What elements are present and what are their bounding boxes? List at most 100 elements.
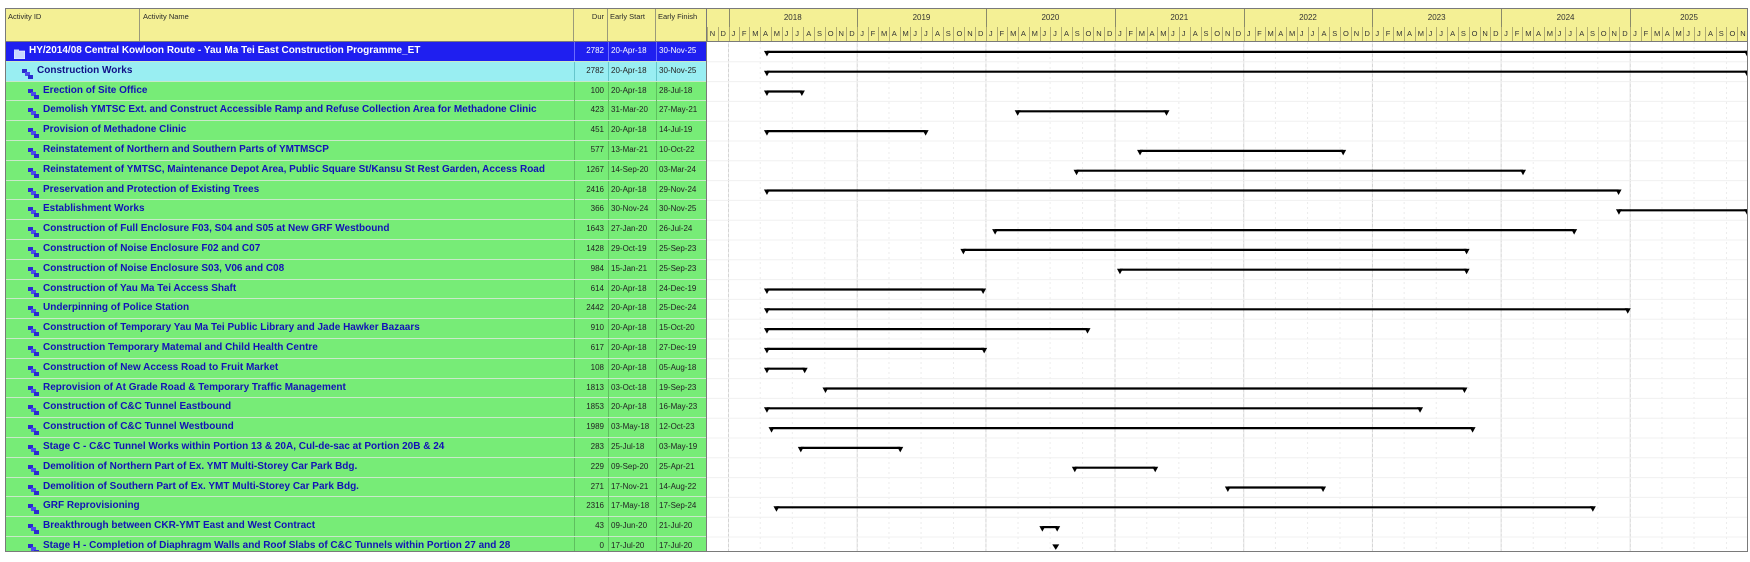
activity-bar[interactable] [763, 50, 1748, 57]
activity-row[interactable]: Stage H - Completion of Diaphragm Walls … [6, 537, 706, 551]
month-label: O [1729, 29, 1736, 38]
activity-bar[interactable] [773, 506, 1596, 512]
month-divider [1672, 27, 1674, 41]
month-divider [1694, 27, 1696, 41]
month-label: S [1332, 29, 1338, 38]
activity-bar[interactable] [763, 347, 988, 354]
wbs-row[interactable]: Construction Works 2782 20-Apr-18 30-Nov-25 [6, 61, 706, 82]
activity-bar[interactable] [1039, 526, 1061, 532]
activity-bar[interactable] [1014, 110, 1170, 116]
activity-bar[interactable] [1137, 149, 1347, 156]
activity-icon [28, 125, 39, 139]
activity-name: Stage C - C&C Tunnel Works within Portio… [43, 441, 445, 452]
column-header-early-start[interactable]: Early Start [608, 9, 656, 41]
activity-row[interactable]: Underpinning of Police Station 2442 20-Apr… [6, 299, 706, 320]
activity-bar[interactable] [1071, 466, 1159, 473]
activity-row[interactable]: Reinstatement of Northern and Southern P… [6, 141, 706, 161]
activity-row[interactable]: Reinstatement of YMTSC, Maintenance Depo… [6, 160, 706, 181]
activity-row[interactable]: Construction of New Access Road to Fruit… [6, 358, 706, 379]
folder-icon [13, 46, 26, 60]
month-label: J [1686, 29, 1690, 38]
start-marker [763, 70, 770, 77]
month-divider [1157, 27, 1159, 41]
early-start-cell: 17-Jul-20 [611, 541, 645, 550]
activity-bar[interactable] [1116, 268, 1470, 275]
column-divider [656, 358, 657, 378]
activity-bar[interactable] [1224, 486, 1327, 493]
activity-row[interactable]: Construction of C&C Tunnel Eastbound 1853… [6, 398, 706, 419]
column-divider [574, 279, 575, 299]
month-label: M [1417, 29, 1424, 38]
activity-bar[interactable] [763, 129, 929, 136]
activity-bar[interactable] [763, 367, 808, 374]
activity-bar[interactable] [768, 427, 1476, 433]
column-header-early-finish[interactable]: Early Finish [658, 12, 698, 21]
month-divider [1501, 27, 1503, 41]
activity-bar[interactable] [763, 407, 1424, 413]
column-divider [608, 259, 609, 279]
month-divider [1458, 27, 1460, 41]
month-divider [1641, 27, 1643, 41]
activity-bar[interactable] [992, 229, 1578, 235]
activity-row[interactable]: Breakthrough between CKR-YMT East and We… [6, 517, 706, 537]
month-divider [1425, 27, 1427, 41]
column-divider [656, 418, 657, 438]
activity-row[interactable]: Demolition of Southern Part of Ex. YMT M… [6, 477, 706, 498]
activity-bar[interactable] [797, 446, 904, 453]
column-header-activity-id[interactable]: Activity ID [6, 9, 140, 41]
activity-row[interactable]: Construction of Yau Ma Tei Access Shaft 6… [6, 279, 706, 300]
project-row[interactable]: HY/2014/08 Central Kowloon Route - Yau M… [6, 42, 706, 62]
activity-bar[interactable] [763, 70, 1748, 77]
activity-row[interactable]: Demolition of Northern Part of Ex. YMT M… [6, 457, 706, 478]
early-start-cell: 31-Mar-20 [611, 105, 648, 115]
milestone-bar[interactable] [1052, 544, 1060, 550]
activity-row[interactable]: Construction of C&C Tunnel Westbound 1989… [6, 418, 706, 438]
month-label: D [1493, 29, 1499, 38]
month-label: O [956, 29, 963, 38]
activity-bar[interactable] [763, 288, 987, 295]
activity-bar[interactable] [763, 90, 805, 97]
column-header-duration[interactable]: Dur [574, 9, 608, 41]
month-label: M [1289, 29, 1296, 38]
month-divider [1726, 27, 1728, 41]
month-divider [1479, 27, 1481, 41]
month-divider [1533, 27, 1535, 41]
activity-row[interactable]: Construction of Noise Enclosure S03, V06… [6, 259, 706, 280]
activity-bar[interactable] [1615, 209, 1748, 215]
activity-bar[interactable] [763, 328, 1091, 334]
activity-bar[interactable] [822, 387, 1468, 394]
finish-marker [1320, 486, 1327, 492]
early-start-cell: 27-Jan-20 [611, 224, 648, 234]
start-marker [1137, 149, 1144, 156]
month-divider [728, 27, 730, 41]
activity-row[interactable]: Construction Temporary Matemal and Child… [6, 339, 706, 359]
activity-row[interactable]: Provision of Methadone Clinic 451 20-Apr-1… [6, 121, 706, 141]
activity-row[interactable]: Demolish YMTSC Ext. and Construct Access… [6, 101, 706, 122]
activity-bar[interactable] [763, 189, 1622, 196]
activity-row[interactable]: Reprovision of At Grade Road & Temporary… [6, 378, 706, 399]
activity-bar[interactable] [960, 248, 1470, 255]
duration-cell: 423 [590, 105, 604, 115]
month-label: S [1460, 29, 1466, 38]
early-finish-cell: 26-Jul-24 [659, 224, 693, 234]
activity-row[interactable]: Erection of Site Office 100 20-Apr-18 28-Ju… [6, 81, 706, 102]
activity-bar[interactable] [1073, 169, 1527, 176]
activity-bar[interactable] [763, 308, 1631, 314]
month-label: M [1031, 29, 1038, 38]
month-label: A [1149, 29, 1155, 38]
activity-row[interactable]: Establishment Works 366 30-Nov-24 30-Nov-25 [6, 200, 706, 221]
duration-cell: 2316 [586, 501, 604, 511]
month-label: J [1042, 29, 1047, 38]
activity-row[interactable]: Preservation and Protection of Existing … [6, 180, 706, 201]
activity-row[interactable]: Construction of Full Enclosure F03, S04 … [6, 220, 706, 240]
activity-row[interactable]: Stage C - C&C Tunnel Works within Portio… [6, 438, 706, 458]
month-label: A [891, 29, 897, 38]
column-header-activity-name[interactable]: Activity Name [140, 9, 574, 41]
activity-row[interactable]: Construction of Temporary Yau Ma Tei Pub… [6, 319, 706, 339]
activity-row[interactable]: GRF Reprovisioning 2316 17-May-18 17-Sep-24 [6, 497, 706, 518]
activity-name: Construction Works [37, 64, 133, 76]
early-start-cell: 25-Jul-18 [611, 442, 645, 451]
activity-row[interactable]: Construction of Noise Enclosure F02 and … [6, 240, 706, 260]
month-divider [1576, 27, 1578, 41]
